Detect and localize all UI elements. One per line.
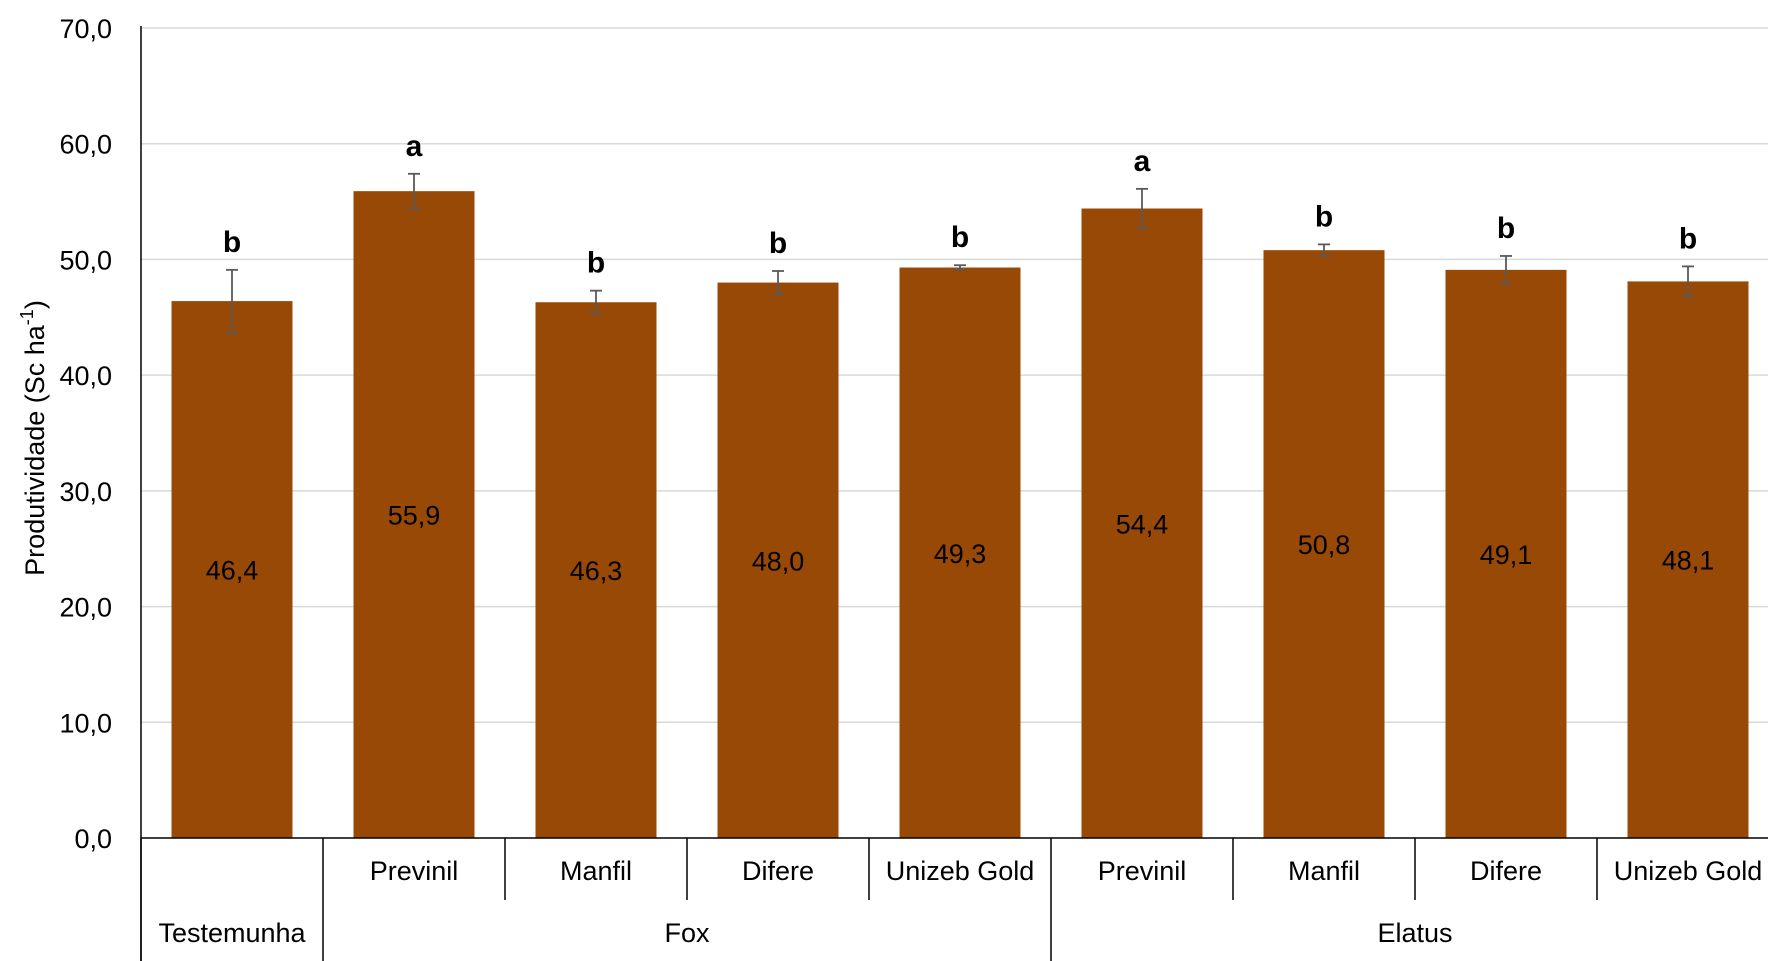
y-tick-label: 50,0	[59, 245, 112, 275]
x-tick-label: Unizeb Gold	[886, 856, 1035, 886]
error-bar	[1136, 187, 1148, 230]
data-label: 46,4	[206, 556, 259, 586]
y-tick-label: 10,0	[59, 708, 112, 738]
bar	[717, 282, 839, 839]
error-bar	[1500, 255, 1512, 285]
y-tick-label: 40,0	[59, 361, 112, 391]
significance-letter: b	[1497, 212, 1515, 245]
axes	[140, 26, 1768, 961]
labels: 0,0 10,0 20,0 30,0 40,0 50,0 60,0 70,0 46,4 b 55,9…	[59, 14, 1762, 948]
significance-letter: b	[587, 247, 605, 280]
bars	[171, 172, 1749, 839]
bar	[899, 267, 1021, 838]
y-tick-label: 60,0	[59, 130, 112, 160]
data-label: 48,0	[752, 546, 805, 576]
significance-letter: b	[223, 226, 241, 259]
bar	[1081, 208, 1203, 838]
data-label: 48,1	[1662, 546, 1715, 576]
data-label: 54,4	[1116, 509, 1169, 539]
data-label: 50,8	[1298, 530, 1351, 560]
x-tick-label: Manfil	[1288, 856, 1360, 886]
y-tick-label: 0,0	[74, 824, 112, 854]
bar	[1627, 281, 1749, 838]
significance-letter: a	[406, 130, 423, 163]
error-bar	[408, 172, 420, 210]
data-label: 46,3	[570, 556, 623, 586]
x-tick-label: Previnil	[1098, 856, 1187, 886]
bar	[535, 302, 657, 838]
bar	[1445, 269, 1567, 838]
data-label: 55,9	[388, 501, 441, 531]
y-axis-title: Produtividade (Sc ha-1)	[17, 300, 50, 576]
error-bar	[1318, 243, 1330, 257]
y-tick-label: 70,0	[59, 14, 112, 44]
significance-letter: b	[1679, 222, 1697, 255]
error-bar	[772, 270, 784, 296]
significance-letter: b	[1315, 200, 1333, 233]
bar	[1263, 250, 1385, 838]
x-tick-label: Unizeb Gold	[1614, 856, 1763, 886]
significance-letter: b	[951, 221, 969, 254]
data-label: 49,3	[934, 539, 987, 569]
significance-letter: a	[1134, 145, 1151, 178]
error-bar	[590, 289, 602, 315]
x-group-label: Elatus	[1377, 918, 1452, 948]
y-tick-label: 20,0	[59, 593, 112, 623]
x-group-label: Fox	[664, 918, 710, 948]
bar	[171, 301, 293, 839]
x-group-label: Testemunha	[158, 918, 306, 948]
x-tick-label: Manfil	[560, 856, 632, 886]
error-bar	[954, 264, 966, 271]
significance-letter: b	[769, 227, 787, 260]
x-tick-label: Previnil	[370, 856, 459, 886]
data-label: 49,1	[1480, 540, 1533, 570]
error-bar	[1682, 265, 1694, 298]
error-bar	[226, 268, 238, 334]
x-tick-label: Difere	[1470, 856, 1542, 886]
x-tick-label: Difere	[742, 856, 814, 886]
y-tick-label: 30,0	[59, 477, 112, 507]
bar	[353, 191, 475, 838]
